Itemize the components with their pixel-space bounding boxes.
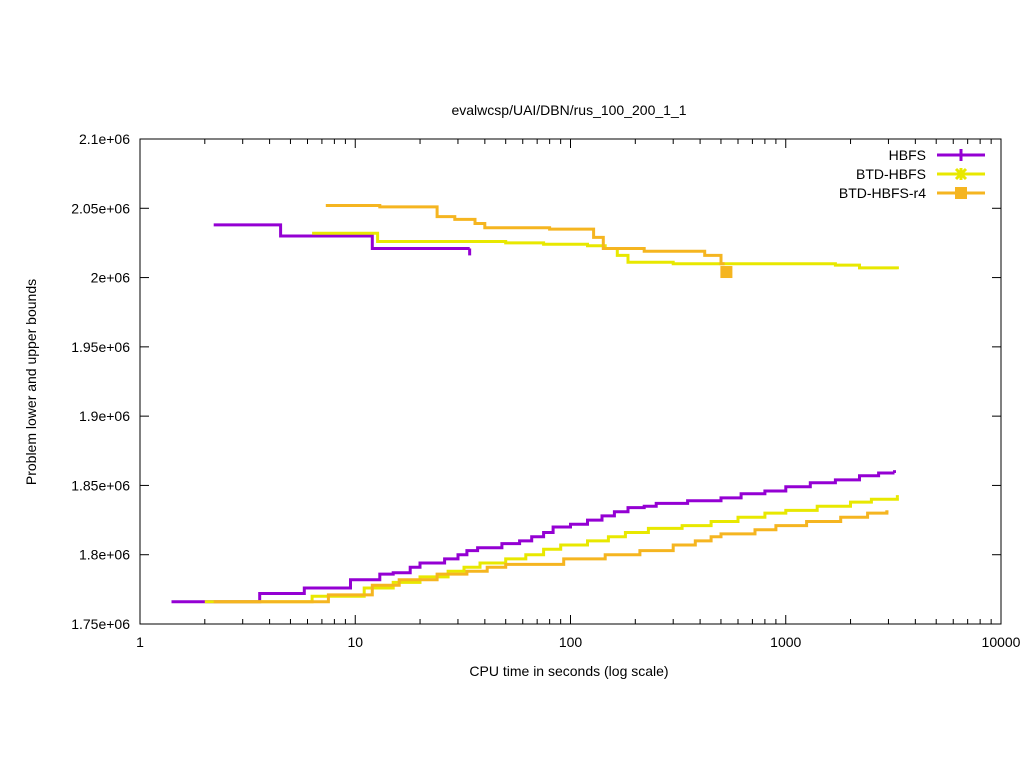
btd-hbfs-lower-bound-line: [204, 497, 899, 604]
btd-hbfs-r4-data-marker: [720, 266, 733, 279]
series-btd-hbfs: [204, 231, 899, 604]
y-axis-ticks: 1.75e+06 1.8e+06 1.85e+06 1.9e+06 1.95e+06 2e…: [71, 131, 1001, 632]
plot-frame: [139, 138, 1002, 625]
chart-title: evalwcsp/UAI/DBN/rus_100_200_1_1: [451, 102, 686, 118]
hbfs-lower-bound-line: [171, 471, 895, 604]
series-btd-hbfs-r4: [213, 204, 889, 604]
legend-label-hbfs: HBFS: [889, 147, 926, 163]
y-tick-label: 2.05e+06: [71, 200, 130, 216]
y-tick-label: 1.85e+06: [71, 477, 130, 493]
y-tick-label: 1.8e+06: [79, 547, 130, 563]
x-tick-label: 1: [136, 634, 144, 650]
btd-hbfs-r4-upper-bound-line: [325, 204, 725, 266]
legend-label-btd-hbfs: BTD-HBFS: [856, 166, 926, 182]
x-tick-label: 10000: [982, 634, 1021, 650]
x-tick-label: 1000: [770, 634, 801, 650]
x-axis-ticks: 1 10 100 1000 10000: [136, 139, 1021, 650]
y-tick-label: 2.1e+06: [79, 131, 130, 147]
legend-label-btd-hbfs-r4: BTD-HBFS-r4: [839, 185, 926, 201]
series-layer: [171, 204, 899, 604]
legend-marker-btd-hbfs-r4: [955, 187, 967, 199]
hbfs-upper-bound-line: [213, 223, 470, 250]
x-tick-label: 100: [559, 634, 583, 650]
y-tick-label: 1.95e+06: [71, 339, 130, 355]
y-tick-label: 1.75e+06: [71, 616, 130, 632]
legend: HBFS BTD-HBFS BTD-HBFS-r4: [839, 147, 985, 201]
legend-marker-hbfs: [955, 149, 967, 161]
y-axis-label: Problem lower and upper bounds: [23, 279, 39, 485]
x-axis-label: CPU time in seconds (log scale): [469, 663, 668, 679]
legend-marker-btd-hbfs: [954, 167, 968, 181]
x-tick-label: 10: [347, 634, 363, 650]
y-tick-label: 1.9e+06: [79, 408, 130, 424]
y-tick-label: 2e+06: [91, 270, 131, 286]
series-hbfs: [171, 223, 896, 604]
btd-hbfs-r4-lower-bound-line: [213, 510, 889, 604]
